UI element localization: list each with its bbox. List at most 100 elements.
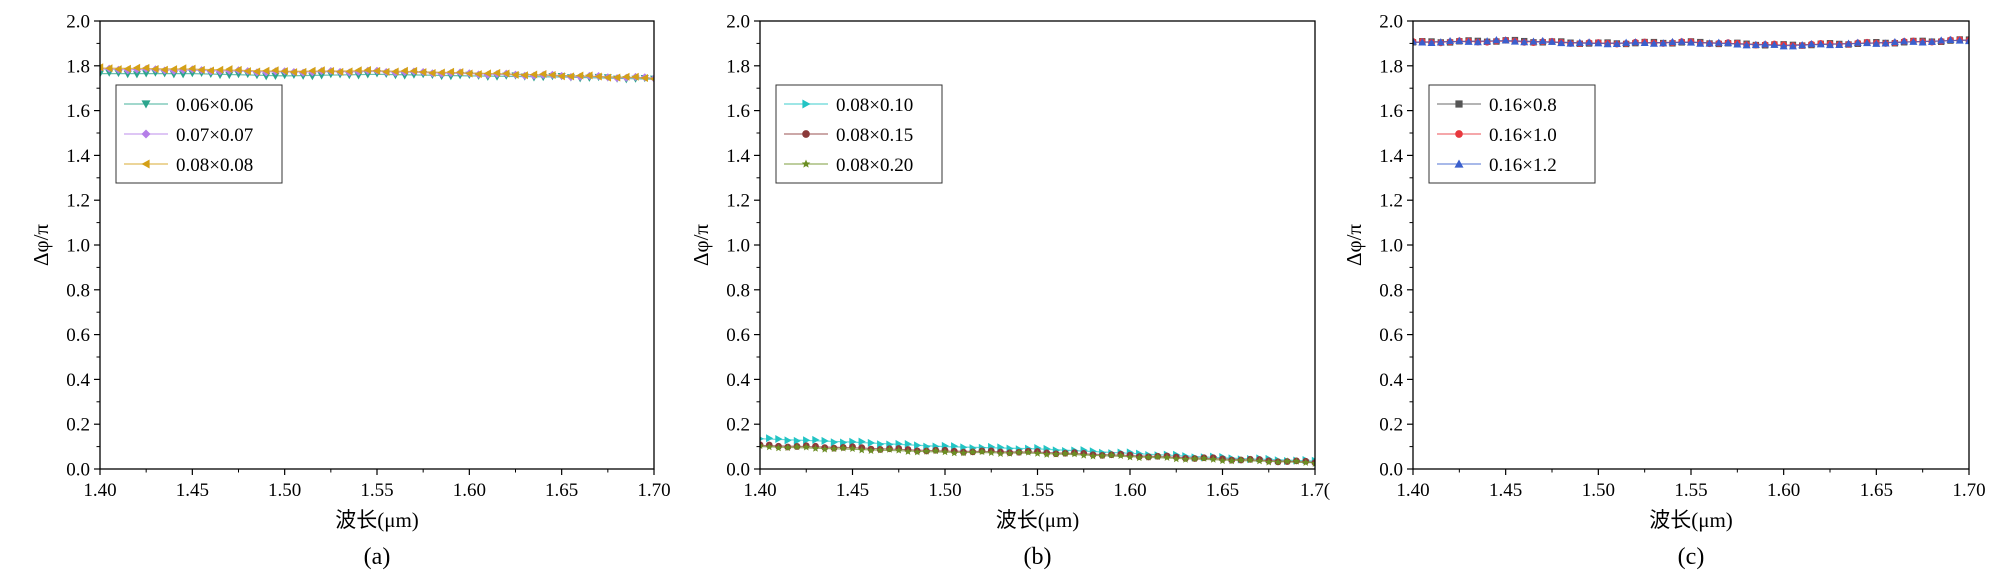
data-point xyxy=(123,64,131,73)
data-point xyxy=(1844,39,1853,47)
data-point xyxy=(1190,454,1199,463)
data-point xyxy=(1473,38,1482,46)
data-point xyxy=(1909,37,1918,45)
legend-marker xyxy=(141,159,150,169)
data-point xyxy=(1696,39,1705,47)
y-tick-label: 1.2 xyxy=(1379,191,1403,212)
data-point xyxy=(1622,38,1631,46)
legend-label: 0.08×0.20 xyxy=(836,155,913,176)
y-axis-label: Δφ/π xyxy=(689,224,713,266)
x-tick-label: 1.60 xyxy=(1767,480,1800,501)
data-point xyxy=(839,444,848,452)
data-point xyxy=(114,65,122,74)
data-point xyxy=(123,71,132,79)
plot-area xyxy=(760,434,1315,467)
x-tick-label: 1.70 xyxy=(1952,480,1985,501)
data-point xyxy=(1227,456,1236,465)
data-point xyxy=(354,66,362,75)
data-point xyxy=(1761,40,1770,48)
data-point xyxy=(613,73,621,82)
data-point xyxy=(811,444,820,452)
data-point xyxy=(1807,39,1816,48)
data-point xyxy=(1107,451,1116,459)
data-point xyxy=(765,443,774,451)
data-point xyxy=(262,73,271,81)
data-point xyxy=(1098,451,1107,460)
data-point xyxy=(1733,40,1742,48)
data-point xyxy=(308,66,316,75)
data-point xyxy=(132,71,141,79)
data-point xyxy=(1863,38,1872,47)
data-point xyxy=(299,67,307,76)
data-point xyxy=(1687,38,1695,46)
legend: 0.06×0.06 0.07×0.07 0.08×0.08 xyxy=(115,84,283,184)
y-tick-label: 0.2 xyxy=(726,415,750,436)
data-point xyxy=(1640,38,1649,46)
plot-area xyxy=(100,63,654,84)
y-tick-label: 0.4 xyxy=(66,370,90,391)
data-point xyxy=(904,447,912,455)
legend: 0.16×0.8 0.16×1.0 0.16×1.2 xyxy=(1428,84,1596,184)
data-point xyxy=(1005,449,1014,457)
legend-item: 0.16×1.0 xyxy=(1437,125,1557,146)
data-point xyxy=(885,445,894,453)
data-point xyxy=(1900,37,1909,45)
data-point xyxy=(950,449,959,457)
data-point xyxy=(1612,39,1621,48)
data-point xyxy=(1649,39,1658,47)
data-point xyxy=(1492,36,1501,44)
x-tick-label: 1.65 xyxy=(1206,480,1239,501)
data-point xyxy=(308,73,317,81)
data-point xyxy=(1585,38,1594,46)
y-tick-label: 1.8 xyxy=(1379,56,1403,77)
panel-label: (b) xyxy=(1024,544,1052,570)
legend-item: 0.08×0.15 xyxy=(784,125,913,146)
y-tick-label: 1.0 xyxy=(726,236,750,257)
x-tick-label: 1.65 xyxy=(545,480,578,501)
legend-marker xyxy=(1455,100,1463,108)
data-point xyxy=(766,434,774,443)
x-tick-label: 1.50 xyxy=(268,480,301,501)
data-point xyxy=(169,65,178,74)
data-point xyxy=(1052,450,1060,458)
y-tick-label: 0.8 xyxy=(1379,280,1403,301)
data-point xyxy=(867,438,875,447)
data-point xyxy=(1116,451,1125,459)
y-tick-label: 0.6 xyxy=(726,325,750,346)
data-point xyxy=(1548,37,1556,45)
y-tick-label: 0.8 xyxy=(726,280,750,301)
data-point xyxy=(1557,38,1566,47)
data-point xyxy=(783,443,792,451)
data-point xyxy=(1937,36,1946,44)
chart-panel-b: 1.40 1.45 1.50 1.55 1.60 1.65 1.7(0.0 0.2 0.4 0.6… xyxy=(689,12,1330,571)
data-point xyxy=(1144,453,1153,461)
y-axis-label: Δφ/π xyxy=(1342,224,1366,266)
x-tick-label: 1.50 xyxy=(928,480,961,501)
y-tick-label: 0.0 xyxy=(726,460,750,481)
data-point xyxy=(1413,37,1417,45)
data-point xyxy=(812,435,820,444)
data-point xyxy=(179,71,188,79)
data-point xyxy=(100,70,104,78)
y-tick-label: 1.4 xyxy=(66,146,90,167)
data-point xyxy=(548,70,556,79)
data-point xyxy=(1033,449,1042,457)
data-point xyxy=(1603,40,1612,48)
data-point xyxy=(1283,457,1292,465)
data-point xyxy=(774,444,783,452)
data-point xyxy=(529,70,538,79)
data-point xyxy=(1436,38,1445,46)
x-tick-label: 1.60 xyxy=(453,480,486,501)
data-point xyxy=(603,73,612,82)
x-tick-label: 1.55 xyxy=(1674,480,1707,501)
data-point xyxy=(1751,40,1760,48)
y-tick-label: 1.2 xyxy=(66,191,90,212)
y-tick-label: 1.6 xyxy=(1379,101,1403,122)
data-point xyxy=(419,68,427,77)
legend-label: 0.06×0.06 xyxy=(176,95,253,116)
data-point xyxy=(1464,37,1473,45)
data-point xyxy=(1061,449,1070,457)
data-point xyxy=(566,72,575,81)
data-point xyxy=(456,68,464,77)
data-point xyxy=(1724,38,1733,47)
